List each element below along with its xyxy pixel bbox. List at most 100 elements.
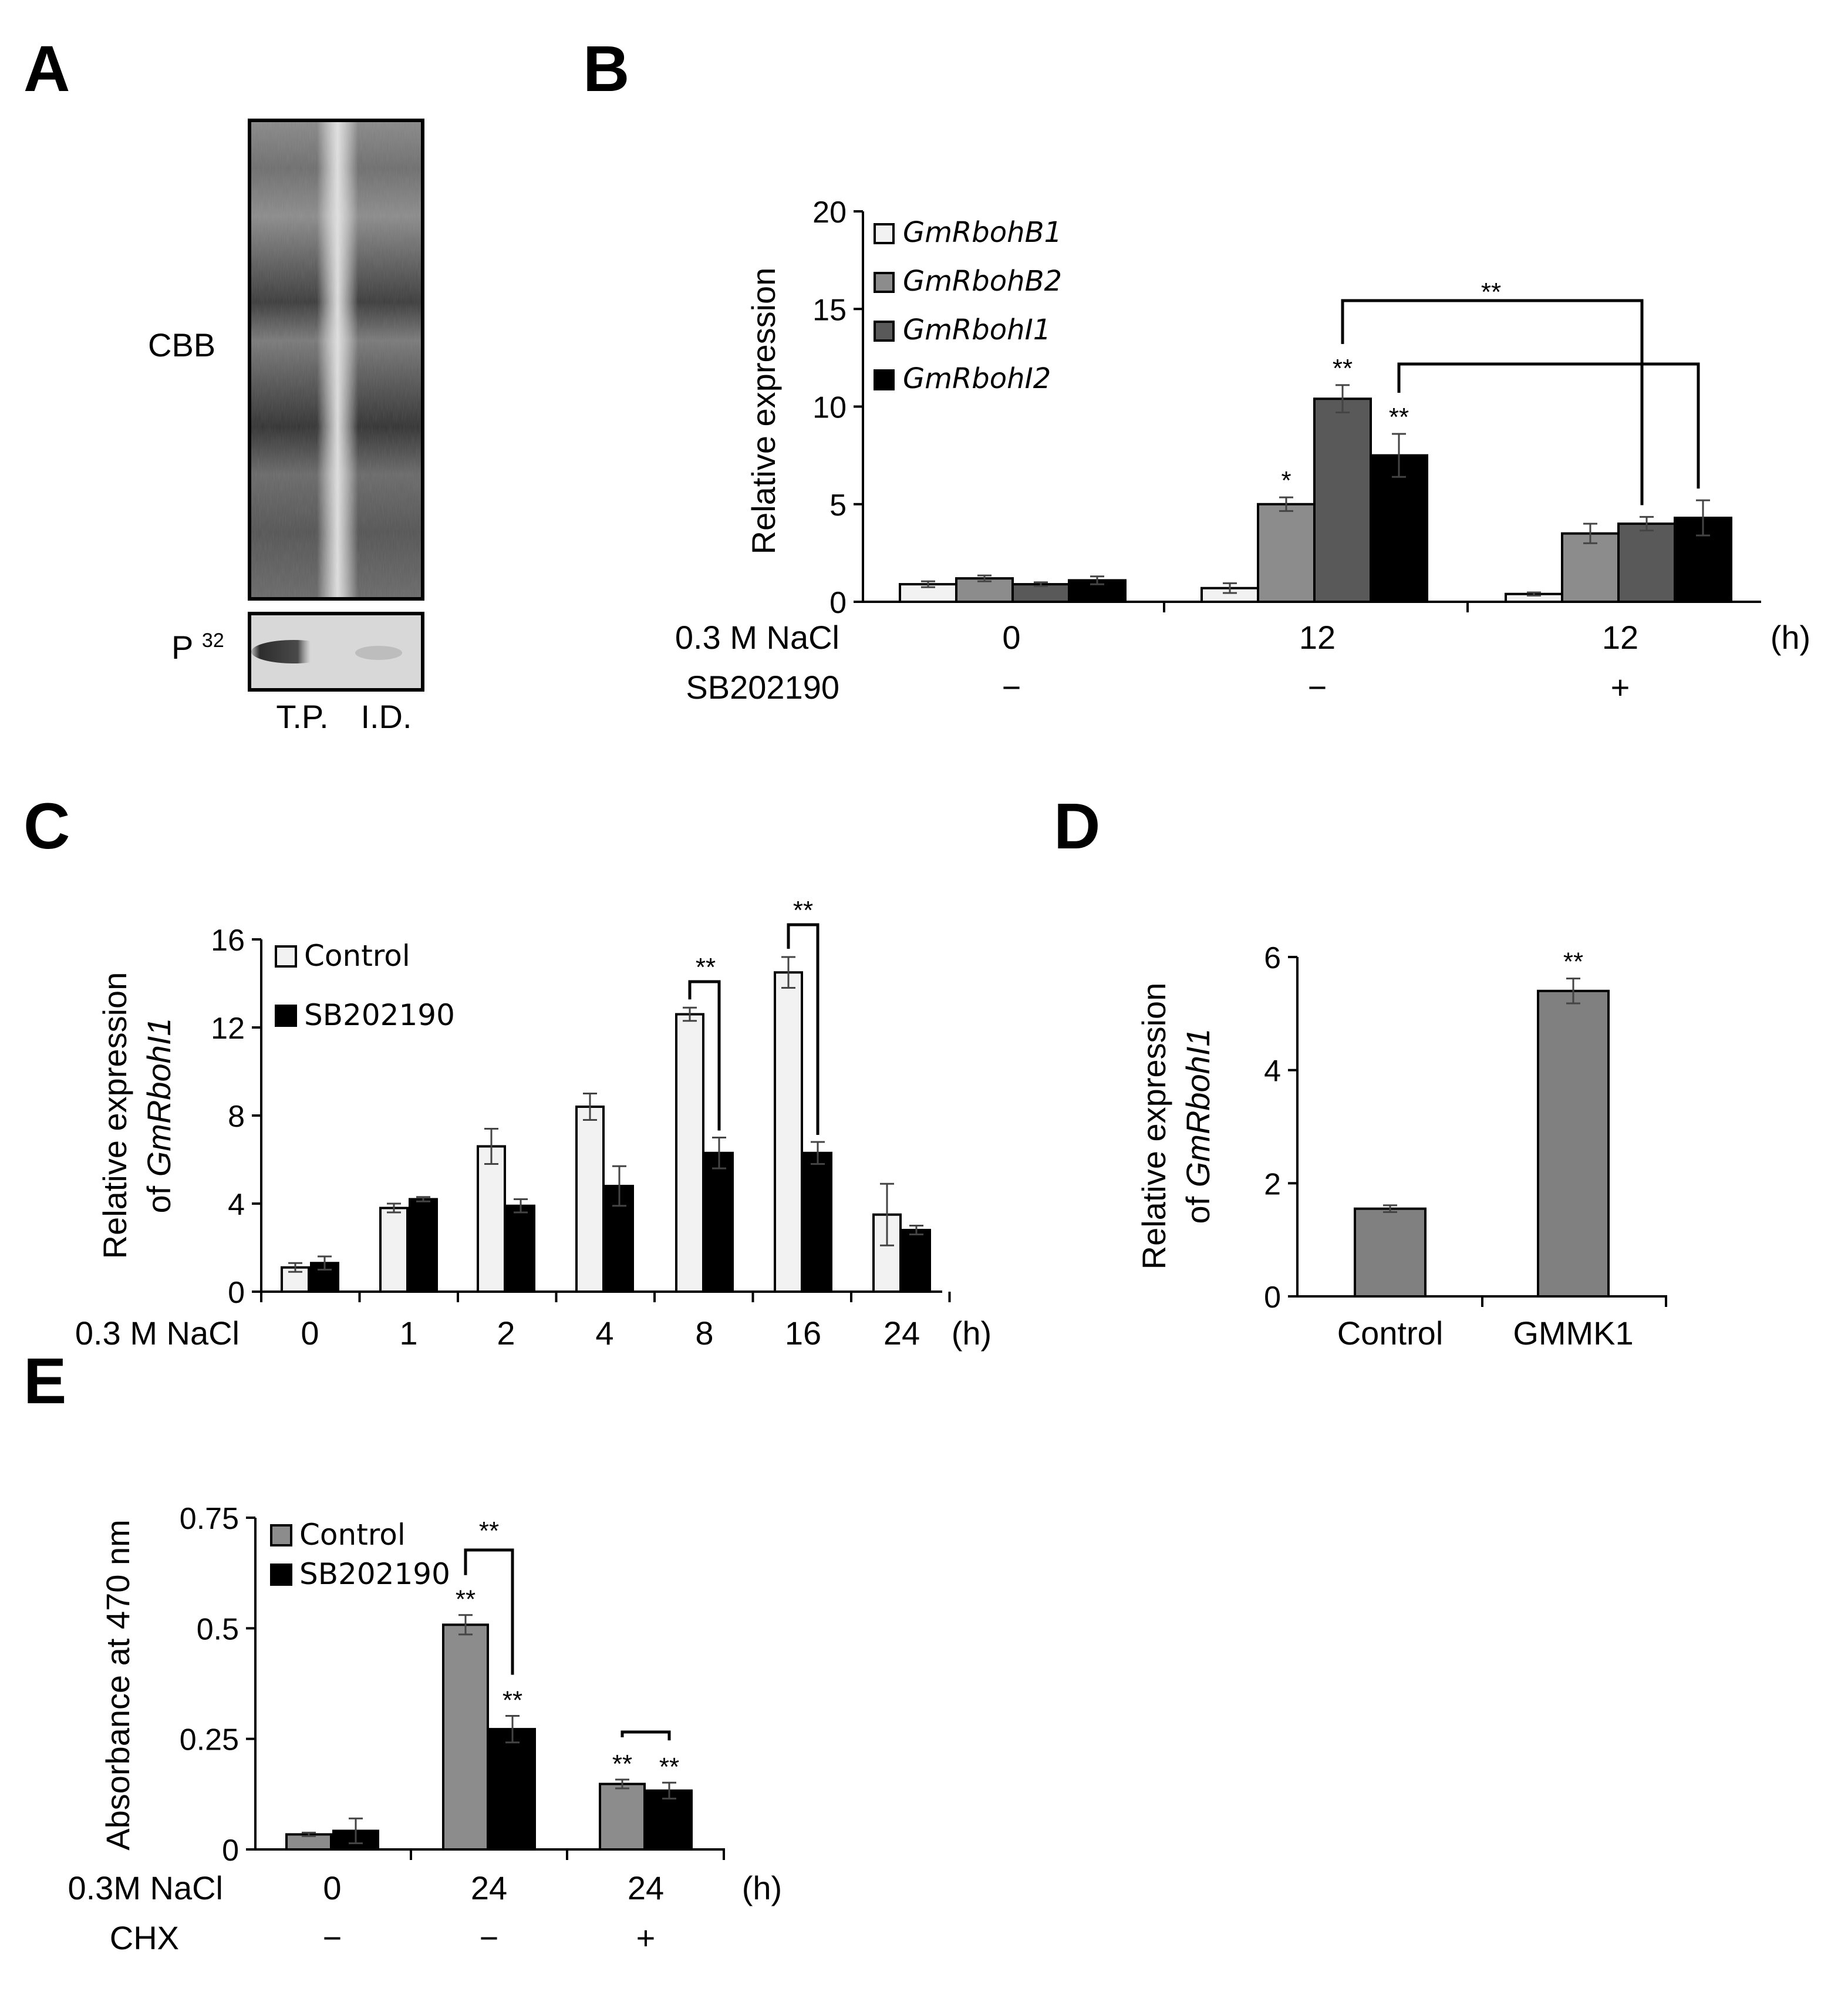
bar-sb202190 xyxy=(506,1204,535,1293)
bar-sb202190 xyxy=(646,1789,693,1851)
significance-label: ** xyxy=(456,1585,476,1614)
svg-text:of GmRbohI1: of GmRbohI1 xyxy=(140,1017,177,1213)
d-y-axis-label-gene: GmRbohI1 xyxy=(1179,1028,1216,1187)
y-tick-label: 12 xyxy=(211,1012,245,1046)
c-y-axis-label-prefix: of xyxy=(140,1177,177,1213)
comparison-bracket xyxy=(787,923,820,1135)
b-row-label-sb: SB202190 xyxy=(686,669,839,706)
significance-label: * xyxy=(1281,466,1291,495)
c-y-axis-label-gene: GmRbohI1 xyxy=(140,1017,177,1177)
panel-label-b: B xyxy=(583,33,629,105)
bar-control xyxy=(675,1013,704,1293)
legend-label-control: Control xyxy=(299,1518,406,1552)
b-group-treatment: − xyxy=(1002,669,1021,706)
lane-label-id: I.D. xyxy=(360,698,412,735)
significance-label: ** xyxy=(1333,354,1353,383)
b-group-time: 12 xyxy=(1602,619,1638,656)
comparison-bracket xyxy=(688,980,721,1131)
c-comparison-label-16h: ** xyxy=(793,896,813,925)
e-group-time: 0 xyxy=(323,1869,341,1906)
y-tick-label: 0.5 xyxy=(197,1612,239,1646)
y-tick-label: 20 xyxy=(812,196,847,230)
cbb-label: CBB xyxy=(148,326,215,363)
bar-sb202190 xyxy=(902,1229,931,1293)
y-tick-label: 5 xyxy=(829,488,847,523)
legend-swatch-sb202190 xyxy=(275,1005,297,1027)
p32-autoradiograph xyxy=(248,612,424,692)
bar-gmrbohb2 xyxy=(1257,503,1316,603)
d-y-axis-label-line1: Relative expression xyxy=(1135,983,1172,1270)
y-tick-label: 4 xyxy=(228,1188,245,1222)
e-y-axis-label: Absorbance at 470 nm xyxy=(99,1519,136,1850)
bar-control xyxy=(575,1106,605,1293)
svg-text:of GmRbohI1: of GmRbohI1 xyxy=(1179,1028,1216,1224)
c-y-axis-label-line1: Relative expression xyxy=(96,972,133,1259)
b-group-time: 0 xyxy=(1002,619,1020,656)
y-tick-label: 0 xyxy=(222,1834,239,1868)
significance-label: ** xyxy=(1389,403,1409,432)
y-tick-label: 0 xyxy=(228,1276,245,1310)
legend-swatch-gmrbohb2 xyxy=(874,272,895,293)
comparison-bracket-24h xyxy=(464,1548,514,1675)
y-tick-label: 0 xyxy=(1264,1281,1281,1315)
bar-sb202190 xyxy=(704,1151,734,1293)
significance-label: ** xyxy=(1563,948,1583,976)
e-row-label-chx: CHX xyxy=(110,1919,179,1956)
c-legend: Control SB202190 xyxy=(275,939,455,1032)
e-unit-label: (h) xyxy=(742,1869,782,1906)
bar-control xyxy=(477,1145,506,1293)
b-row-label-nacl: 0.3 M NaCl xyxy=(675,619,839,656)
x-category-label: GMMK1 xyxy=(1513,1315,1633,1352)
c-row-label-nacl: 0.3 M NaCl xyxy=(75,1315,240,1352)
y-tick-label: 4 xyxy=(1264,1054,1281,1089)
panel-d-chart: 0 2 4 6 Control GMMK1 ** Relative expression o… xyxy=(1135,941,1667,1352)
x-category-label: 2 xyxy=(497,1315,515,1352)
legend-swatch-gmrbohb1 xyxy=(874,223,895,244)
legend-swatch-control xyxy=(270,1524,292,1546)
x-category-label: 1 xyxy=(399,1315,417,1352)
e-row-label-nacl: 0.3M NaCl xyxy=(68,1869,223,1906)
c-unit-label: (h) xyxy=(952,1315,992,1352)
legend-label-gmrbohi2: GmRbohI2 xyxy=(903,362,1051,395)
panel-label-e: E xyxy=(23,1345,66,1417)
y-tick-label: 10 xyxy=(812,391,847,425)
y-tick-label: 0 xyxy=(829,586,847,620)
p32-superscript: 32 xyxy=(202,629,224,652)
legend-label-sb202190: SB202190 xyxy=(299,1557,450,1591)
bar-control xyxy=(442,1623,489,1851)
e-legend: Control SB202190 xyxy=(270,1518,450,1591)
legend-label-control: Control xyxy=(304,939,410,973)
comparison-bracket-gmrbohi1 xyxy=(1341,299,1644,506)
x-category-label: 0 xyxy=(301,1315,319,1352)
x-category-label: 8 xyxy=(695,1315,713,1352)
b-y-axis-label: Relative expression xyxy=(745,268,782,555)
b-comparison-label: ** xyxy=(1481,278,1501,306)
cbb-gel-image xyxy=(248,119,424,601)
legend-swatch-gmrbohi1 xyxy=(874,321,895,342)
e-comparison-label: ** xyxy=(479,1517,499,1545)
panel-label-a: A xyxy=(23,33,70,105)
comparison-bracket-chx xyxy=(621,1730,671,1741)
legend-label-gmrbohi1: GmRbohI1 xyxy=(903,314,1051,346)
b-group-treatment: − xyxy=(1308,669,1327,706)
e-group-treatment: + xyxy=(636,1919,656,1956)
x-category-label: Control xyxy=(1337,1315,1444,1352)
e-group-treatment: − xyxy=(323,1919,342,1956)
y-tick-label: 6 xyxy=(1264,941,1281,975)
e-group-time: 24 xyxy=(628,1869,664,1906)
legend-swatch-gmrbohi2 xyxy=(874,369,895,390)
bar-gmmk1 xyxy=(1537,989,1610,1298)
d-y-axis-label-prefix: of xyxy=(1179,1187,1216,1224)
panel-label-d: D xyxy=(1054,790,1100,862)
bar-gmrbohi2 xyxy=(1370,454,1428,603)
p32-label: P xyxy=(171,629,193,666)
legend-swatch-control xyxy=(275,945,297,968)
y-tick-label: 0.75 xyxy=(180,1502,239,1536)
svg-text:P 32: P 32 xyxy=(171,629,224,666)
legend-swatch-sb202190 xyxy=(270,1564,292,1586)
bar-gmrbohi1 xyxy=(1313,397,1372,603)
b-legend: GmRbohB1 GmRbohB2 GmRbohI1 GmRbohI2 xyxy=(874,216,1062,395)
